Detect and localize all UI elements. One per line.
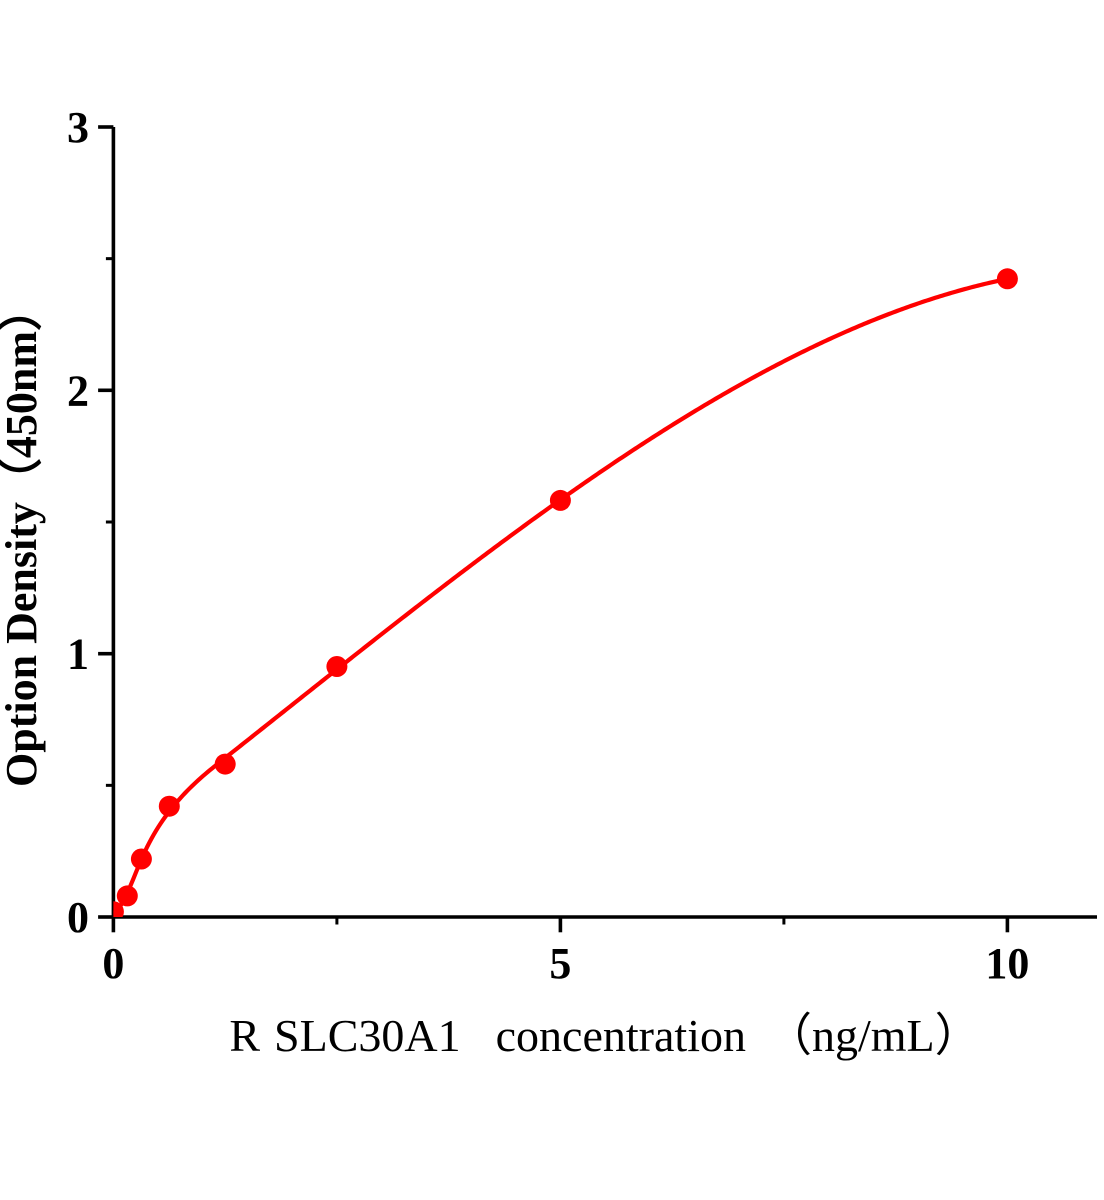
svg-text:Option Density（450nm）: Option Density（450nm） [0,287,46,787]
svg-text:0: 0 [102,939,124,988]
svg-text:3: 3 [67,103,89,152]
svg-text:2: 2 [67,366,89,415]
svg-text:0: 0 [67,893,89,942]
svg-text:10: 10 [985,939,1029,988]
svg-text:1: 1 [67,630,89,679]
svg-text:5: 5 [549,939,571,988]
